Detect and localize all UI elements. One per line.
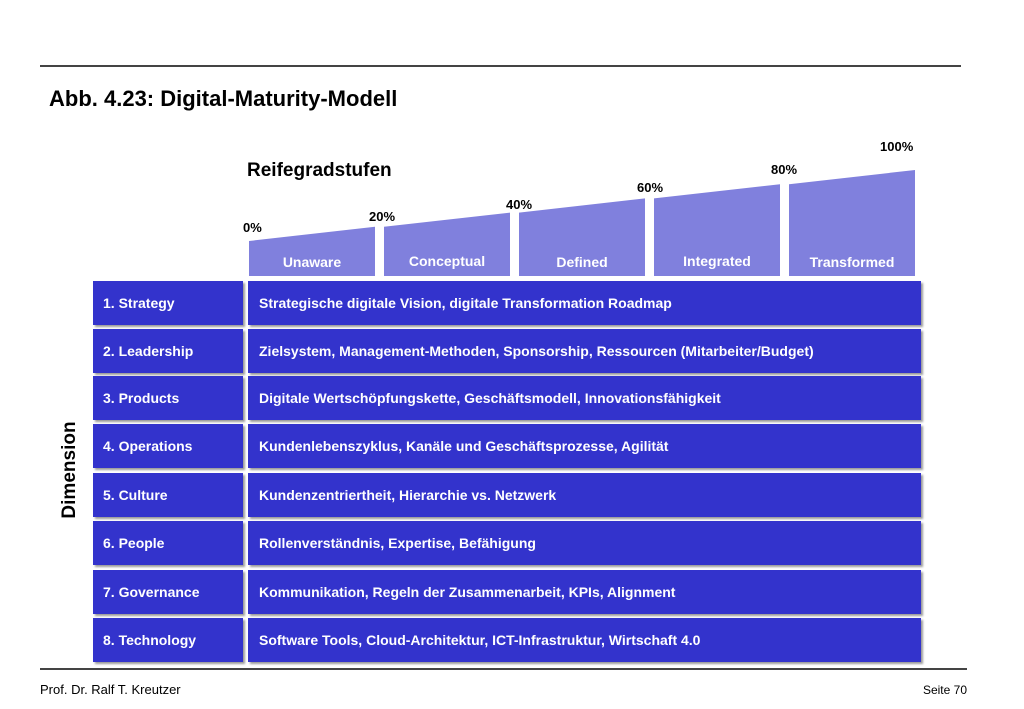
dimension-description: Software Tools, Cloud-Architektur, ICT-I… xyxy=(259,632,701,648)
stage-percent: 0% xyxy=(243,220,262,235)
dimension-description: Rollenverständnis, Expertise, Befähigung xyxy=(259,535,536,551)
dimension-description-box: Kundenlebenszyklus, Kanäle und Geschäfts… xyxy=(248,424,921,468)
dimension-name-box: 7. Governance xyxy=(93,570,243,614)
dimension-name-box: 2. Leadership xyxy=(93,329,243,373)
dimension-description-box: Digitale Wertschöpfungskette, Geschäftsm… xyxy=(248,376,921,420)
dimension-description-box: Rollenverständnis, Expertise, Befähigung xyxy=(248,521,921,565)
dimension-name-box: 5. Culture xyxy=(93,473,243,517)
footer-page-number: Seite 70 xyxy=(922,683,967,697)
stage-bar xyxy=(789,170,915,276)
stage-label: Conceptual xyxy=(408,253,486,269)
stage-bar xyxy=(519,198,645,276)
stage-bar xyxy=(249,226,375,276)
dimension-name: 7. Governance xyxy=(103,584,200,600)
page-title: Abb. 4.23: Digital-Maturity-Modell xyxy=(49,86,398,111)
dimension-name-box: 4. Operations xyxy=(93,424,243,468)
stage-bar xyxy=(384,212,510,276)
dimension-name: 5. Culture xyxy=(103,487,168,503)
dimension-description: Kundenzentriertheit, Hierarchie vs. Netz… xyxy=(259,487,557,503)
dimension-name: 1. Strategy xyxy=(103,295,175,311)
dimension-name-box: 1. Strategy xyxy=(93,281,243,325)
dimension-description: Zielsystem, Management-Methoden, Sponsor… xyxy=(259,343,814,359)
levels-heading: Reifegradstufen xyxy=(247,160,392,181)
stage-percent: 80% xyxy=(771,162,798,177)
top-rule xyxy=(40,65,961,67)
dimension-name: 3. Products xyxy=(103,390,180,406)
dimension-description: Strategische digitale Vision, digitale T… xyxy=(259,295,672,311)
dimension-description-box: Zielsystem, Management-Methoden, Sponsor… xyxy=(248,329,921,373)
stage-label: Defined xyxy=(556,254,608,270)
dimension-name: 4. Operations xyxy=(103,438,193,454)
stage-label: Integrated xyxy=(683,253,751,269)
dimension-name-box: 3. Products xyxy=(93,376,243,420)
dimension-name: 2. Leadership xyxy=(103,343,194,359)
dimension-name-box: 8. Technology xyxy=(93,618,243,662)
stage-percent: 60% xyxy=(637,180,664,195)
stage-bar xyxy=(654,184,780,276)
dimension-heading-text: Dimension xyxy=(59,421,80,519)
dimension-description-box: Kundenzentriertheit, Hierarchie vs. Netz… xyxy=(248,473,921,517)
dimension-description-box: Kommunikation, Regeln der Zusammenarbeit… xyxy=(248,570,921,614)
dimension-description: Digitale Wertschöpfungskette, Geschäftsm… xyxy=(259,390,721,406)
footer-author: Prof. Dr. Ralf T. Kreutzer xyxy=(40,682,181,697)
dimension-description: Kundenlebenszyklus, Kanäle und Geschäfts… xyxy=(259,438,669,454)
stage-percent: 100% xyxy=(880,139,914,154)
dimension-description-box: Software Tools, Cloud-Architektur, ICT-I… xyxy=(248,618,921,662)
dimension-name: 6. People xyxy=(103,535,165,551)
dimension-description: Kommunikation, Regeln der Zusammenarbeit… xyxy=(259,584,676,600)
bottom-rule xyxy=(40,668,967,670)
stage-label: Unaware xyxy=(282,254,342,270)
dimension-description-box: Strategische digitale Vision, digitale T… xyxy=(248,281,921,325)
dimension-name-box: 6. People xyxy=(93,521,243,565)
stage-label: Transformed xyxy=(809,254,895,270)
dimension-name: 8. Technology xyxy=(103,632,197,648)
stage-percent: 20% xyxy=(369,209,396,224)
stage-percent: 40% xyxy=(506,197,533,212)
